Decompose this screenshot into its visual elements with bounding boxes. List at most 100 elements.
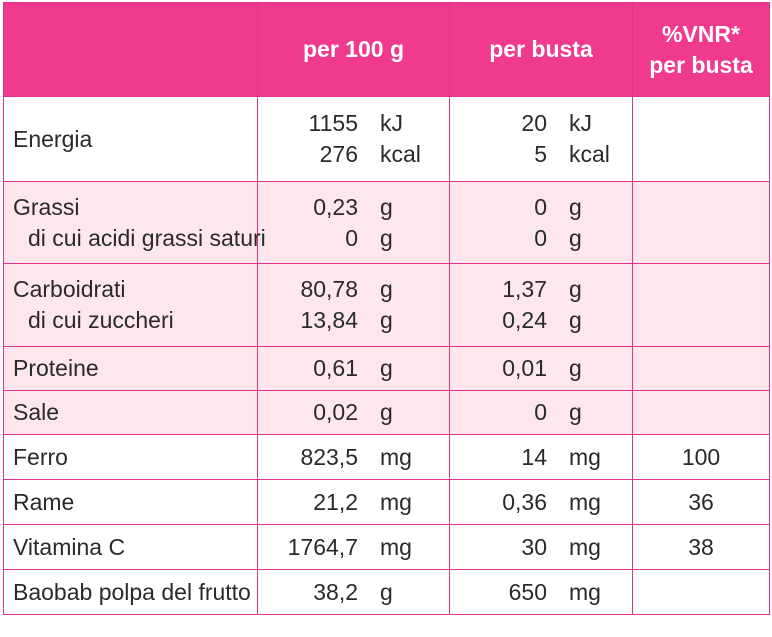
row-sublabel-text: di cui zuccheri	[28, 307, 174, 333]
unit: g	[569, 224, 582, 251]
unit: g	[569, 193, 582, 220]
header-per100: per 100 g	[257, 2, 450, 97]
value: 0	[534, 399, 547, 425]
unit: mg	[380, 488, 412, 515]
unit: kJ	[380, 110, 403, 136]
header-row: per 100 g per busta %VNR* per busta	[3, 2, 770, 97]
unit: mg	[380, 533, 412, 560]
unit: g	[569, 355, 582, 381]
unit: g	[380, 578, 393, 605]
value: 0	[534, 224, 547, 251]
value: 1764,7	[287, 533, 358, 560]
value: 30	[521, 533, 547, 560]
unit: g	[380, 224, 393, 251]
unit: g	[380, 399, 393, 425]
per100-cell: 21,2 mg	[257, 479, 450, 525]
per-busta-cell: 650 mg	[449, 569, 633, 615]
vnr-cell	[632, 390, 770, 435]
row-label: Vitamina C	[3, 524, 258, 570]
value: 5	[534, 141, 547, 167]
vnr-cell	[632, 96, 770, 182]
unit: g	[380, 276, 393, 302]
row-label: Ferro	[3, 434, 258, 480]
row-label-text: Proteine	[13, 355, 99, 381]
value: 0,01	[502, 355, 547, 381]
row-label: Sale	[3, 390, 258, 435]
row-label: Proteine	[3, 346, 258, 391]
value: 0,36	[502, 488, 547, 515]
unit: g	[569, 307, 582, 333]
per100-cell: 1155 kJ 276 kcal	[257, 96, 450, 182]
table-row-vitamina-c: Vitamina C 1764,7 mg 30 mg 38	[3, 524, 770, 570]
per-busta-cell: 0,01 g	[449, 346, 633, 391]
per100-cell: 0,02 g	[257, 390, 450, 435]
value: 21,2	[313, 488, 358, 515]
unit: g	[569, 399, 582, 425]
vnr-cell: 100	[632, 434, 770, 480]
value: 0,24	[502, 307, 547, 333]
value: 650	[508, 578, 547, 605]
row-label: Rame	[3, 479, 258, 525]
header-per-busta: per busta	[449, 2, 633, 97]
per-busta-cell: 20 kJ 5 kcal	[449, 96, 633, 182]
table-row-grassi: Grassi di cui acidi grassi saturi 0,23 g …	[3, 181, 770, 264]
header-vnr: %VNR* per busta	[632, 2, 770, 97]
unit: mg	[380, 443, 412, 470]
table-row-carboidrati: Carboidrati di cui zuccheri 80,78 g 13,84…	[3, 263, 770, 347]
unit: g	[380, 193, 393, 220]
per100-cell: 38,2 g	[257, 569, 450, 615]
row-label-text: Ferro	[13, 443, 68, 470]
row-label-text: Rame	[13, 488, 75, 515]
unit: kJ	[569, 110, 592, 136]
value: 20	[521, 110, 547, 136]
per100-cell: 80,78 g 13,84 g	[257, 263, 450, 347]
row-label-text: Baobab polpa del frutto	[13, 578, 251, 605]
per100-cell: 0,61 g	[257, 346, 450, 391]
value: 38,2	[313, 578, 358, 605]
row-label: Energia	[3, 96, 258, 182]
row-label-text: Vitamina C	[13, 533, 126, 560]
table-row-rame: Rame 21,2 mg 0,36 mg 36	[3, 479, 770, 525]
table-row-ferro: Ferro 823,5 mg 14 mg 100	[3, 434, 770, 480]
table-row-energia: Energia 1155 kJ 276 kcal 20 kJ 5 kcal	[3, 96, 770, 182]
unit: kcal	[569, 141, 610, 167]
header-vnr-line2: per busta	[649, 51, 753, 78]
row-label-text: Grassi	[13, 193, 80, 220]
value: 1155	[308, 110, 358, 136]
table-row-proteine: Proteine 0,61 g 0,01 g	[3, 346, 770, 391]
unit: kcal	[380, 141, 421, 167]
unit: mg	[569, 488, 601, 515]
per-busta-cell: 0,36 mg	[449, 479, 633, 525]
unit: mg	[569, 578, 601, 605]
value: 80,78	[300, 276, 358, 302]
value: 14	[521, 443, 547, 470]
per-busta-cell: 30 mg	[449, 524, 633, 570]
value: 1,37	[502, 276, 547, 302]
row-label: Carboidrati di cui zuccheri	[3, 263, 258, 347]
per100-cell: 823,5 mg	[257, 434, 450, 480]
row-label-text: Carboidrati	[13, 276, 126, 302]
unit: g	[380, 355, 393, 381]
unit: mg	[569, 443, 601, 470]
table-row-baobab: Baobab polpa del frutto 38,2 g 650 mg	[3, 569, 770, 615]
row-label: Grassi di cui acidi grassi saturi	[3, 181, 266, 264]
vnr-cell: 38	[632, 524, 770, 570]
row-label-text: Sale	[13, 399, 60, 425]
vnr-cell	[632, 346, 770, 391]
header-vnr-line1: %VNR*	[662, 20, 740, 47]
value: 823,5	[300, 443, 358, 470]
unit: mg	[569, 533, 601, 560]
value: 0,02	[313, 399, 358, 425]
unit: g	[569, 276, 582, 302]
header-label-cell	[3, 2, 258, 97]
row-label: Baobab polpa del frutto	[3, 569, 258, 615]
row-label-text: Energia	[13, 125, 93, 152]
value: 0,23	[313, 193, 358, 220]
vnr-cell	[632, 181, 770, 264]
per-busta-cell: 1,37 g 0,24 g	[449, 263, 633, 347]
value: 0	[534, 193, 547, 220]
per100-cell: 1764,7 mg	[257, 524, 450, 570]
